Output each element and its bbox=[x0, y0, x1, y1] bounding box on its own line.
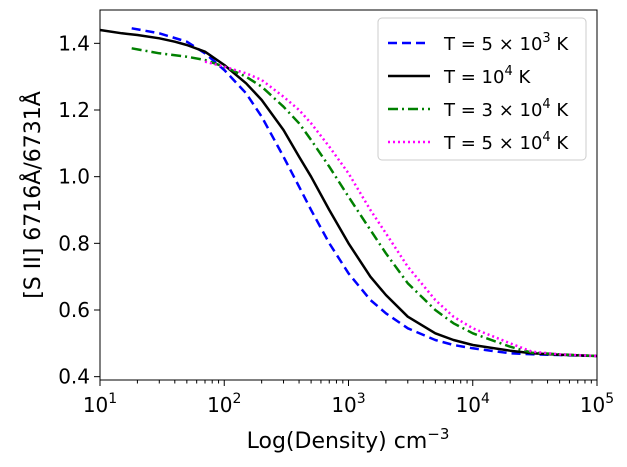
legend-label-1: T = 5 × 103 K bbox=[443, 31, 569, 55]
y-tick-label: 1.4 bbox=[58, 31, 90, 55]
x-axis-label: Log(Density) cm−3 bbox=[247, 425, 450, 454]
y-tick-label: 0.6 bbox=[58, 298, 90, 322]
y-tick-label: 0.8 bbox=[58, 231, 90, 255]
series-line-1 bbox=[131, 27, 598, 358]
x-tick-label: 102 bbox=[207, 391, 241, 417]
legend-label-4: T = 5 × 104 K bbox=[443, 130, 569, 154]
series-line-2 bbox=[99, 28, 598, 358]
x-tick-label: 105 bbox=[580, 391, 614, 417]
y-tick-label: 1.2 bbox=[58, 98, 90, 122]
y-tick-label: 1.0 bbox=[58, 165, 90, 189]
legend-box bbox=[377, 17, 587, 161]
legend-label-2: T = 104 K bbox=[443, 64, 531, 88]
y-axis-ticks: 0.4 0.6 0.8 1.0 1.2 1.4 bbox=[58, 31, 100, 389]
legend-label-3: T = 3 × 104 K bbox=[443, 97, 569, 121]
x-tick-label: 103 bbox=[331, 391, 365, 417]
y-axis-label: [S II] 6716Å/6731Å bbox=[19, 91, 46, 299]
plot-lines bbox=[99, 27, 598, 358]
y-tick-label: 0.4 bbox=[58, 365, 90, 389]
series-line-3 bbox=[131, 47, 598, 358]
legend: T = 5 × 103 K T = 104 K T = 3 × 104 K T = 5… bbox=[377, 17, 587, 161]
x-tick-label: 104 bbox=[456, 391, 490, 417]
x-tick-label: 101 bbox=[83, 391, 117, 417]
series-line-4 bbox=[204, 60, 598, 358]
x-axis-ticks: 101 102 103 104 105 bbox=[83, 380, 614, 417]
